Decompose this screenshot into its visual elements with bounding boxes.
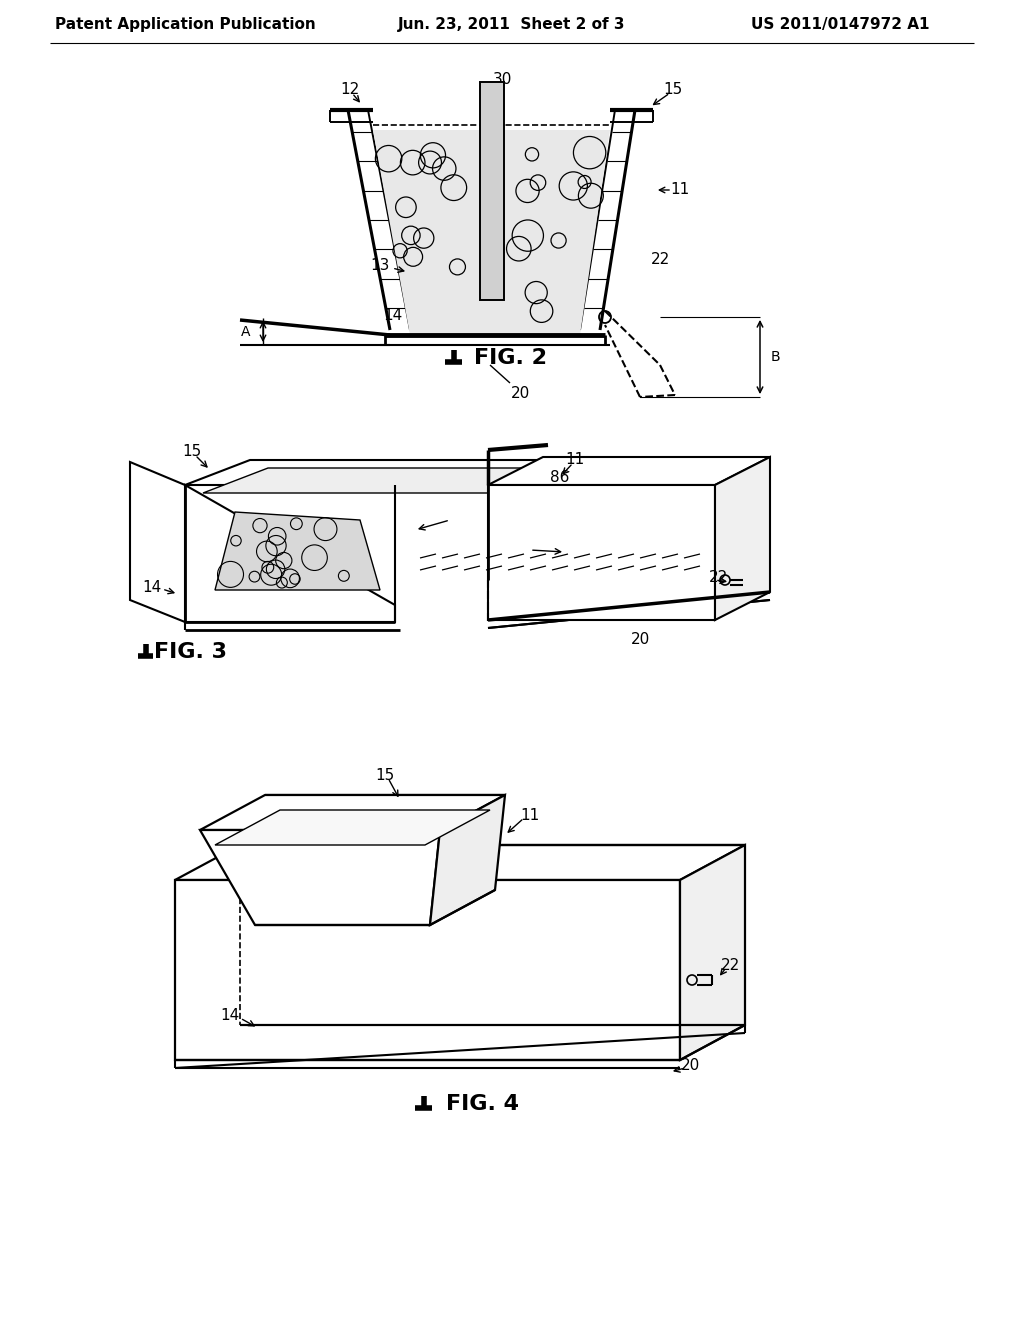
Text: 30: 30 — [493, 73, 512, 87]
Text: FIG. 4: FIG. 4 — [445, 1094, 518, 1114]
Text: B: B — [770, 350, 780, 364]
Polygon shape — [215, 512, 380, 590]
Text: 11: 11 — [520, 808, 540, 822]
Polygon shape — [175, 880, 680, 1060]
Polygon shape — [488, 484, 715, 620]
Text: 22: 22 — [650, 252, 670, 268]
Polygon shape — [715, 457, 770, 620]
Text: A: A — [242, 325, 251, 339]
Text: 22: 22 — [720, 957, 739, 973]
Polygon shape — [203, 469, 558, 492]
Text: FIG. 2: FIG. 2 — [473, 348, 547, 368]
Text: 14: 14 — [383, 308, 402, 322]
Text: US 2011/0147972 A1: US 2011/0147972 A1 — [751, 17, 929, 33]
Text: Jun. 23, 2011  Sheet 2 of 3: Jun. 23, 2011 Sheet 2 of 3 — [398, 17, 626, 33]
Text: 22: 22 — [709, 570, 728, 586]
Text: 20: 20 — [631, 632, 649, 648]
Polygon shape — [200, 795, 505, 830]
Text: 11: 11 — [565, 453, 585, 467]
Text: 20: 20 — [680, 1057, 699, 1072]
Text: 15: 15 — [182, 445, 202, 459]
Polygon shape — [200, 830, 440, 925]
Text: 14: 14 — [142, 581, 162, 595]
Text: 20: 20 — [510, 385, 529, 400]
Polygon shape — [185, 484, 395, 622]
Text: 11: 11 — [671, 182, 689, 198]
Text: 13: 13 — [371, 257, 390, 272]
Polygon shape — [130, 462, 185, 622]
Bar — [480, 82, 504, 300]
Polygon shape — [175, 845, 745, 880]
Polygon shape — [373, 129, 610, 335]
Text: 12: 12 — [340, 82, 359, 98]
Polygon shape — [430, 795, 505, 925]
Text: 14: 14 — [220, 1007, 240, 1023]
Text: Patent Application Publication: Patent Application Publication — [54, 17, 315, 33]
Text: 86: 86 — [550, 470, 569, 486]
Polygon shape — [185, 459, 570, 484]
Text: 15: 15 — [376, 767, 394, 783]
Text: 15: 15 — [664, 82, 683, 98]
Polygon shape — [680, 845, 745, 1060]
Polygon shape — [488, 457, 770, 484]
Text: FIG. 3: FIG. 3 — [154, 642, 226, 663]
Polygon shape — [215, 810, 490, 845]
